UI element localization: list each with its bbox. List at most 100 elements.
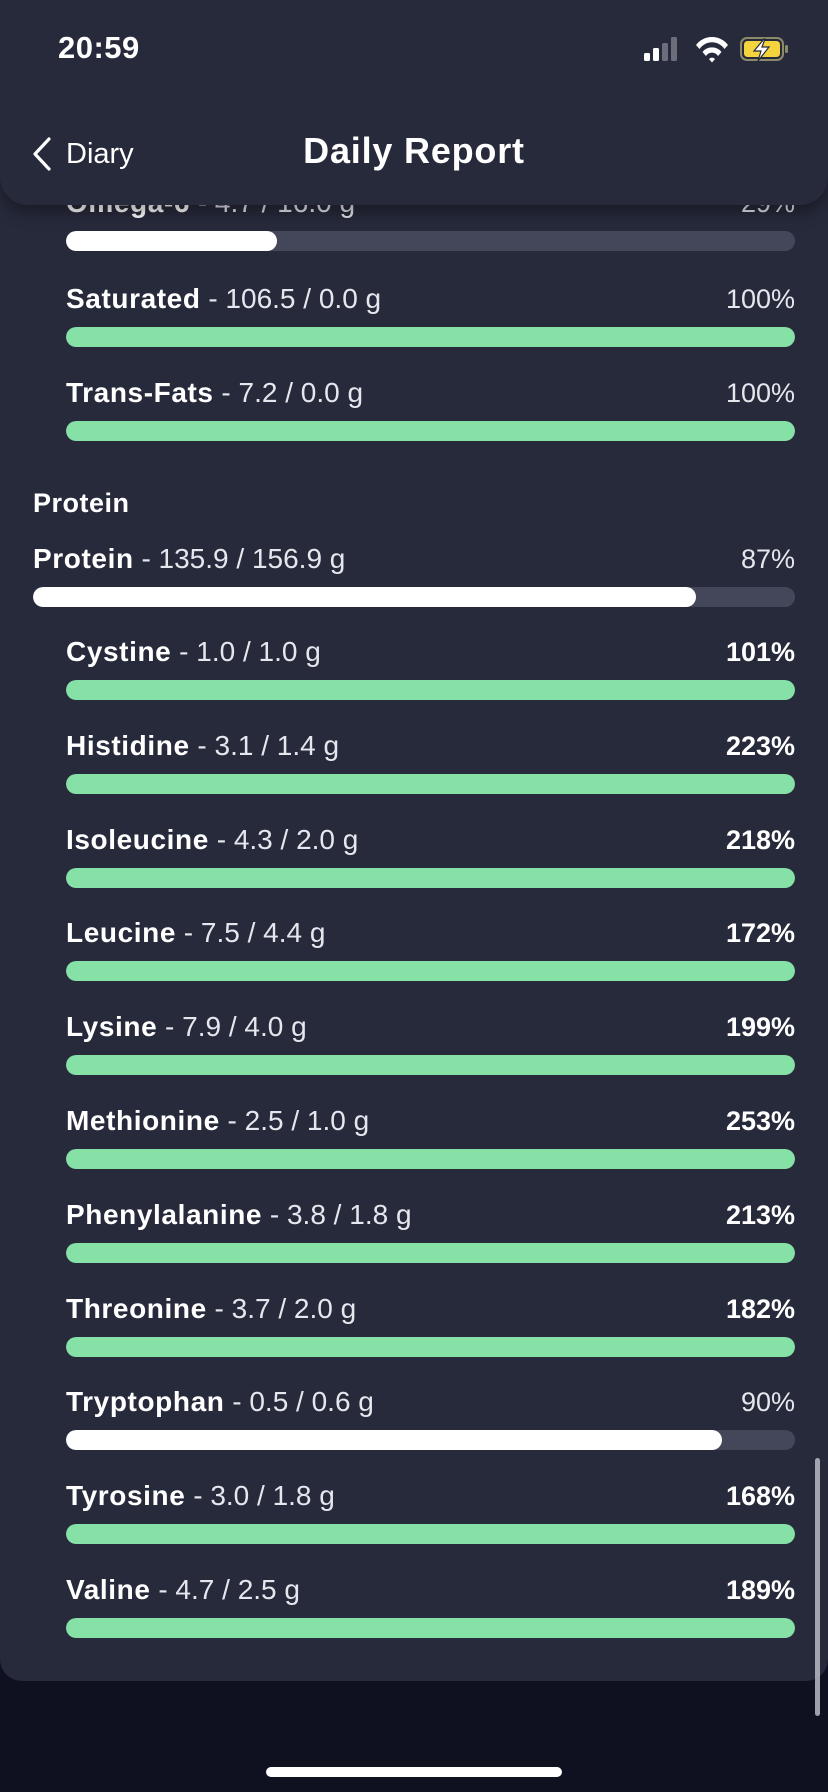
progress-track bbox=[33, 587, 795, 607]
nutrient-row-methionine[interactable]: Methionine - 2.5 / 1.0 g 253% bbox=[66, 1103, 795, 1173]
progress-track bbox=[66, 1149, 795, 1169]
nutrient-percent: 182% bbox=[725, 1294, 795, 1324]
progress-fill bbox=[66, 774, 795, 794]
nutrient-percent: 101% bbox=[725, 637, 795, 667]
scrollbar[interactable] bbox=[815, 1458, 820, 1716]
nutrient-name: Trans-Fats bbox=[66, 377, 214, 408]
nutrient-amount: - 1.0 / 1.0 g bbox=[179, 636, 321, 667]
nutrient-row-protein[interactable]: Protein - 135.9 / 156.9 g 87% bbox=[33, 541, 795, 611]
wifi-icon bbox=[696, 37, 728, 63]
progress-fill bbox=[66, 961, 795, 981]
nutrient-percent: 213% bbox=[725, 1200, 795, 1230]
nutrient-amount: - 3.7 / 2.0 g bbox=[214, 1293, 357, 1324]
nutrient-row-tyrosine[interactable]: Tyrosine - 3.0 / 1.8 g 168% bbox=[66, 1478, 795, 1548]
nutrient-row-isoleucine[interactable]: Isoleucine - 4.3 / 2.0 g 218% bbox=[66, 822, 795, 892]
nutrient-label: Valine - 4.7 / 2.5 g bbox=[66, 1572, 300, 1608]
nutrient-amount: - 3.8 / 1.8 g bbox=[269, 1199, 412, 1230]
back-label: Diary bbox=[66, 137, 134, 170]
nutrient-row-saturated[interactable]: Saturated - 106.5 / 0.0 g 100% bbox=[66, 281, 795, 351]
section-title-protein: Protein bbox=[33, 488, 130, 518]
progress-track bbox=[66, 421, 795, 441]
nutrient-name: Histidine bbox=[66, 730, 190, 761]
nutrient-amount: - 4.3 / 2.0 g bbox=[216, 824, 359, 855]
nutrient-label: Tyrosine - 3.0 / 1.8 g bbox=[66, 1478, 335, 1514]
nutrient-amount: - 7.5 / 4.4 g bbox=[183, 917, 326, 948]
nutrient-percent: 100% bbox=[725, 284, 795, 314]
nutrient-label: Phenylalanine - 3.8 / 1.8 g bbox=[66, 1197, 412, 1233]
status-icons bbox=[644, 37, 788, 63]
nutrient-amount: - 0.5 / 0.6 g bbox=[232, 1386, 374, 1417]
nutrient-name: Isoleucine bbox=[66, 824, 209, 855]
nutrient-amount: - 3.1 / 1.4 g bbox=[197, 730, 340, 761]
battery-charging-icon bbox=[740, 37, 788, 62]
progress-fill bbox=[66, 231, 278, 251]
nutrient-label: Leucine - 7.5 / 4.4 g bbox=[66, 915, 325, 951]
nutrient-row-phenylalanine[interactable]: Phenylalanine - 3.8 / 1.8 g 213% bbox=[66, 1197, 795, 1267]
nutrient-amount: - 2.5 / 1.0 g bbox=[227, 1105, 370, 1136]
nutrient-label: Protein - 135.9 / 156.9 g bbox=[33, 541, 345, 577]
progress-fill bbox=[66, 1243, 795, 1263]
cellular-signal-icon bbox=[644, 37, 677, 61]
progress-track bbox=[66, 327, 795, 347]
nutrient-percent: 100% bbox=[725, 378, 795, 408]
progress-track bbox=[66, 1243, 795, 1263]
home-indicator[interactable] bbox=[266, 1767, 562, 1777]
nutrient-name: Phenylalanine bbox=[66, 1199, 263, 1230]
progress-track bbox=[66, 1337, 795, 1357]
progress-track bbox=[66, 1524, 795, 1544]
nutrient-name: Methionine bbox=[66, 1105, 220, 1136]
nutrient-percent: 90% bbox=[740, 1387, 795, 1417]
progress-track bbox=[66, 1430, 795, 1450]
nutrient-name: Protein bbox=[33, 543, 134, 574]
progress-track bbox=[66, 1618, 795, 1638]
nutrient-percent: 199% bbox=[725, 1012, 795, 1042]
progress-track bbox=[66, 961, 795, 981]
nutrient-row-trans-fats[interactable]: Trans-Fats - 7.2 / 0.0 g 100% bbox=[66, 375, 795, 445]
progress-track bbox=[66, 231, 795, 251]
nutrient-percent: 253% bbox=[725, 1106, 795, 1136]
nutrient-label: Threonine - 3.7 / 2.0 g bbox=[66, 1291, 356, 1327]
progress-track bbox=[66, 774, 795, 794]
progress-fill bbox=[66, 327, 795, 347]
nutrient-row-tryptophan[interactable]: Tryptophan - 0.5 / 0.6 g 90% bbox=[66, 1384, 795, 1454]
nutrient-name: Lysine bbox=[66, 1011, 158, 1042]
nutrient-label: Lysine - 7.9 / 4.0 g bbox=[66, 1009, 307, 1045]
nutrient-row-histidine[interactable]: Histidine - 3.1 / 1.4 g 223% bbox=[66, 728, 795, 798]
nutrient-name: Tyrosine bbox=[66, 1480, 186, 1511]
back-button[interactable]: Diary bbox=[32, 132, 134, 176]
nutrient-percent: 168% bbox=[725, 1481, 795, 1511]
nutrient-row-lysine[interactable]: Lysine - 7.9 / 4.0 g 199% bbox=[66, 1009, 795, 1079]
nutrient-row-leucine[interactable]: Leucine - 7.5 / 4.4 g 172% bbox=[66, 915, 795, 985]
nutrient-amount: - 7.9 / 4.0 g bbox=[165, 1011, 307, 1042]
nutrient-name: Leucine bbox=[66, 917, 177, 948]
progress-fill bbox=[66, 1055, 795, 1075]
nutrient-label: Isoleucine - 4.3 / 2.0 g bbox=[66, 822, 358, 858]
nutrient-name: Tryptophan bbox=[66, 1386, 225, 1417]
nutrient-label: Methionine - 2.5 / 1.0 g bbox=[66, 1103, 369, 1139]
nutrient-amount: - 4.7 / 2.5 g bbox=[158, 1574, 300, 1605]
nutrient-percent: 223% bbox=[725, 731, 795, 761]
nav-header: 20:59 Diary bbox=[0, 0, 828, 205]
nutrient-percent: 218% bbox=[725, 825, 795, 855]
nutrient-percent: 87% bbox=[740, 544, 795, 574]
nutrient-label: Cystine - 1.0 / 1.0 g bbox=[66, 634, 321, 670]
progress-fill bbox=[66, 1618, 795, 1638]
progress-fill bbox=[66, 421, 795, 441]
nutrient-row-cystine[interactable]: Cystine - 1.0 / 1.0 g 101% bbox=[66, 634, 795, 704]
progress-fill bbox=[66, 680, 795, 700]
nutrient-amount: - 3.0 / 1.8 g bbox=[193, 1480, 335, 1511]
nutrient-label: Tryptophan - 0.5 / 0.6 g bbox=[66, 1384, 374, 1420]
nutrient-amount: - 7.2 / 0.0 g bbox=[221, 377, 364, 408]
nutrient-amount: - 106.5 / 0.0 g bbox=[208, 283, 382, 314]
nutrient-label: Trans-Fats - 7.2 / 0.0 g bbox=[66, 375, 363, 411]
nutrient-name: Cystine bbox=[66, 636, 172, 667]
nutrient-name: Threonine bbox=[66, 1293, 207, 1324]
report-card: Omega-6 - 4.7 / 16.0 g29%Saturated - 106… bbox=[0, 0, 828, 1681]
nutrient-row-threonine[interactable]: Threonine - 3.7 / 2.0 g 182% bbox=[66, 1291, 795, 1361]
nutrient-label: Saturated - 106.5 / 0.0 g bbox=[66, 281, 381, 317]
nutrient-row-valine[interactable]: Valine - 4.7 / 2.5 g 189% bbox=[66, 1572, 795, 1642]
progress-track bbox=[66, 680, 795, 700]
progress-fill bbox=[33, 587, 696, 607]
status-time: 20:59 bbox=[58, 30, 140, 65]
